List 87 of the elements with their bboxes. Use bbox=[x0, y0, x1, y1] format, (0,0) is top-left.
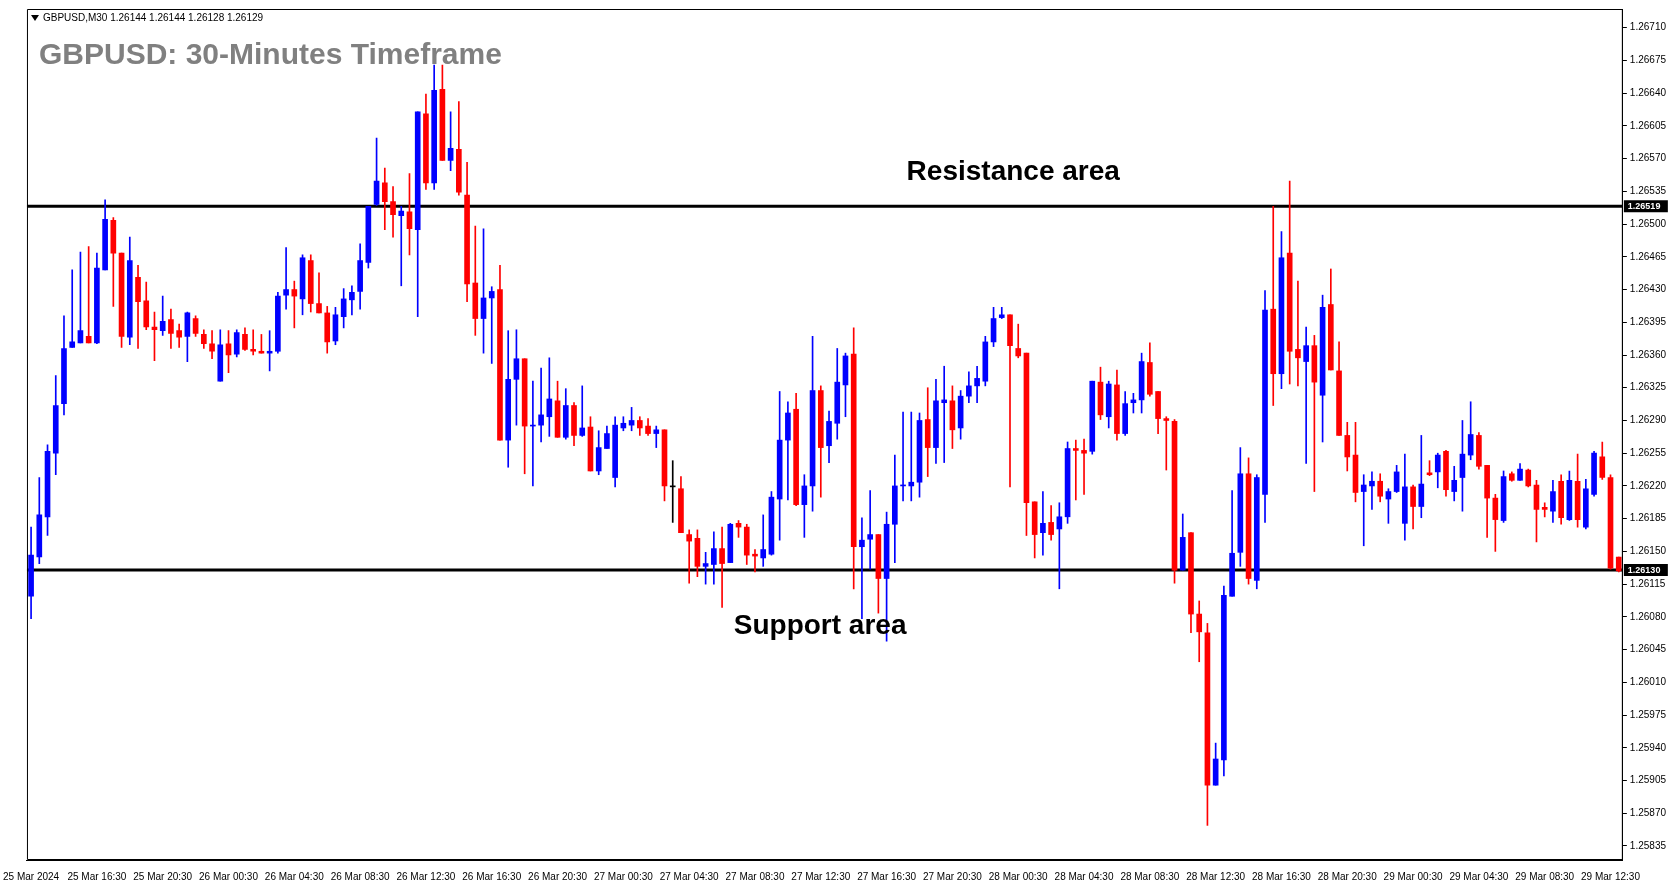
candlestick bbox=[867, 490, 873, 570]
y-tick-label: 1.26325 bbox=[1629, 381, 1667, 393]
y-tick-label: 1.26255 bbox=[1629, 446, 1667, 458]
y-tick-label: 1.26185 bbox=[1629, 512, 1667, 524]
y-tick-label: 1.26605 bbox=[1629, 119, 1667, 131]
y-tick-label: 1.26220 bbox=[1629, 479, 1667, 491]
candlestick bbox=[283, 247, 289, 310]
x-tick-label: 28 Mar 08:30 bbox=[1120, 870, 1180, 882]
candlestick bbox=[1369, 471, 1375, 510]
y-tick-label: 1.25905 bbox=[1629, 774, 1667, 786]
candlestick bbox=[1303, 326, 1309, 464]
x-tick-label: 28 Mar 20:30 bbox=[1317, 870, 1378, 882]
y-tick-label: 1.26500 bbox=[1629, 217, 1667, 229]
y-tick-label: 1.26395 bbox=[1629, 316, 1667, 328]
x-tick-label: 27 Mar 08:30 bbox=[725, 870, 785, 882]
candlestick bbox=[398, 205, 405, 287]
candlestick bbox=[538, 367, 544, 443]
candlestick bbox=[653, 425, 660, 448]
annotation: GBPUSD,M30 1.26144 1.26144 1.26128 1.26129 bbox=[42, 12, 264, 23]
candlestick bbox=[974, 365, 980, 404]
y-tick-label: 1.26150 bbox=[1629, 545, 1667, 557]
y-tick-label: 1.26675 bbox=[1629, 54, 1667, 66]
ref-line-label: 1.26519 bbox=[1627, 200, 1661, 211]
x-tick-label: 29 Mar 04:30 bbox=[1449, 870, 1509, 882]
candlestick bbox=[1040, 491, 1046, 556]
x-tick-label: 26 Mar 04:30 bbox=[264, 870, 325, 882]
candlestick bbox=[1007, 314, 1013, 488]
x-tick-label: 27 Mar 16:30 bbox=[857, 870, 917, 882]
x-tick-label: 28 Mar 00:30 bbox=[988, 870, 1049, 882]
ref-line-label: 1.26130 bbox=[1627, 564, 1661, 575]
candlestick bbox=[908, 411, 915, 502]
y-tick-label: 1.26640 bbox=[1629, 86, 1667, 98]
y-tick-label: 1.25835 bbox=[1629, 839, 1667, 851]
y-tick-label: 1.26045 bbox=[1629, 643, 1667, 655]
candlestick bbox=[1541, 502, 1548, 518]
candlestick bbox=[316, 272, 322, 314]
candlestick bbox=[1015, 323, 1022, 359]
x-tick-label: 27 Mar 12:30 bbox=[791, 870, 851, 882]
candlestick bbox=[719, 526, 725, 608]
y-tick-label: 1.26080 bbox=[1629, 610, 1667, 622]
x-tick-label: 26 Mar 20:30 bbox=[528, 870, 588, 882]
x-tick-label: 28 Mar 04:30 bbox=[1054, 870, 1114, 882]
y-tick-label: 1.26710 bbox=[1629, 21, 1667, 33]
candlestick bbox=[349, 285, 355, 316]
x-tick-label: 26 Mar 08:30 bbox=[330, 870, 391, 882]
candlestick bbox=[1360, 474, 1367, 547]
y-tick-label: 1.25975 bbox=[1629, 708, 1667, 720]
y-tick-label: 1.25870 bbox=[1629, 806, 1667, 818]
x-tick-label: 26 Mar 00:30 bbox=[199, 870, 259, 882]
candlestick bbox=[760, 514, 767, 567]
candlestick bbox=[686, 529, 693, 584]
candlestick bbox=[1072, 439, 1079, 501]
x-tick-label: 29 Mar 00:30 bbox=[1383, 870, 1443, 882]
candlestick bbox=[250, 329, 257, 356]
y-tick-label: 1.26465 bbox=[1629, 250, 1667, 262]
candlestick bbox=[488, 286, 495, 364]
y-tick-label: 1.26115 bbox=[1629, 577, 1666, 589]
candlestick bbox=[1163, 416, 1170, 471]
y-tick-label: 1.26535 bbox=[1629, 185, 1667, 197]
y-tick-label: 1.26430 bbox=[1629, 283, 1667, 295]
candlestick bbox=[1081, 438, 1087, 495]
x-tick-label: 27 Mar 00:30 bbox=[593, 870, 654, 882]
x-tick-label: 29 Mar 08:30 bbox=[1515, 870, 1575, 882]
x-tick-label: 25 Mar 20:30 bbox=[133, 870, 193, 882]
x-tick-label: 28 Mar 16:30 bbox=[1252, 870, 1312, 882]
x-tick-label: 26 Mar 12:30 bbox=[396, 870, 456, 882]
y-tick-label: 1.25940 bbox=[1629, 741, 1667, 753]
candlestick bbox=[159, 295, 166, 336]
candlestick bbox=[291, 280, 298, 329]
x-tick-label: 26 Mar 16:30 bbox=[462, 870, 522, 882]
y-tick-label: 1.26010 bbox=[1629, 676, 1667, 688]
x-tick-label: 29 Mar 12:30 bbox=[1581, 870, 1641, 882]
annotation: Resistance area bbox=[906, 155, 1121, 187]
candlestick bbox=[941, 365, 948, 463]
y-tick-label: 1.26570 bbox=[1629, 152, 1667, 164]
candlestick bbox=[579, 385, 586, 437]
candlestick bbox=[1295, 280, 1301, 387]
x-tick-label: 27 Mar 20:30 bbox=[922, 870, 983, 882]
y-tick-label: 1.26360 bbox=[1629, 348, 1667, 360]
x-tick-label: 25 Mar 2024 bbox=[3, 870, 60, 882]
x-tick-label: 25 Mar 16:30 bbox=[67, 870, 127, 882]
candlestick bbox=[69, 269, 76, 348]
y-tick-label: 1.26290 bbox=[1629, 414, 1667, 426]
x-tick-label: 28 Mar 12:30 bbox=[1186, 870, 1246, 882]
candlestick bbox=[859, 517, 865, 620]
x-tick-label: 27 Mar 04:30 bbox=[659, 870, 720, 882]
text: GBPUSD: 30-Minutes Timeframe bbox=[38, 37, 502, 71]
